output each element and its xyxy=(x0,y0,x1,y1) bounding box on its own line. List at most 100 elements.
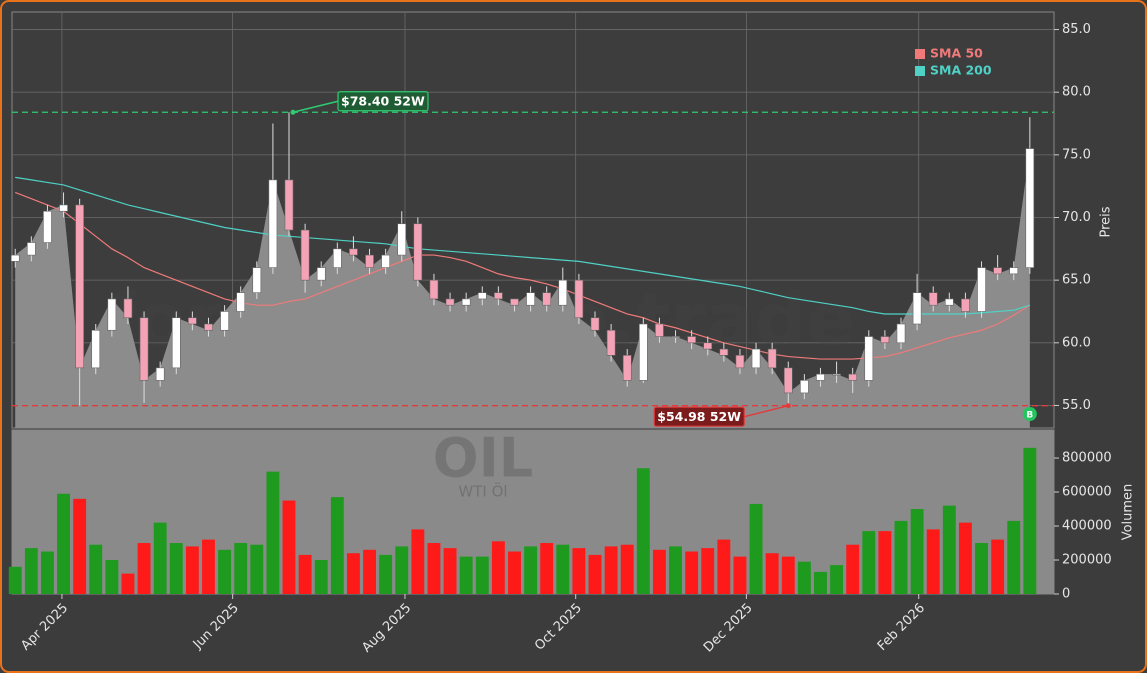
volume-bar xyxy=(765,553,779,594)
candle-body xyxy=(123,298,133,319)
volume-bar xyxy=(234,543,248,594)
volume-bar xyxy=(137,543,151,594)
volume-bar xyxy=(8,566,22,594)
sma-line xyxy=(15,176,1031,315)
candle-body xyxy=(268,179,278,268)
candle-body xyxy=(10,254,20,262)
candle-body xyxy=(961,298,970,312)
annotation-label: $78.40 52W xyxy=(341,94,425,109)
candle-body xyxy=(896,323,906,344)
candle-body xyxy=(252,267,262,293)
volume-bar xyxy=(636,468,650,594)
candle-body xyxy=(413,223,423,281)
volume-bar xyxy=(330,497,344,594)
volume-bar xyxy=(846,544,860,594)
annotation: $54.98 52W xyxy=(653,403,791,427)
signal-marker xyxy=(1022,407,1037,421)
volume-bar xyxy=(717,539,731,594)
candle-body xyxy=(461,298,471,306)
candle-body xyxy=(139,317,149,381)
volume-bar xyxy=(508,551,521,594)
volume-bar xyxy=(814,571,827,594)
y-tick-label: 75.0 xyxy=(1062,147,1091,162)
volume-bar xyxy=(669,546,682,594)
y-tick-label: 200000 xyxy=(1062,553,1112,568)
volume-bar xyxy=(218,549,232,594)
y-tick-label: 85.0 xyxy=(1062,22,1091,37)
candle-body xyxy=(477,292,487,300)
volume-bar xyxy=(282,500,296,594)
volume-bar xyxy=(524,546,538,594)
volume-bar xyxy=(73,498,87,594)
volume-bar xyxy=(942,505,956,594)
candle-body xyxy=(59,204,68,212)
volume-bar xyxy=(894,520,908,594)
volume-bar xyxy=(1007,520,1021,594)
volume-bar xyxy=(975,543,988,594)
volume-bar xyxy=(169,543,183,594)
volume-bar xyxy=(121,573,135,594)
candle-body xyxy=(638,323,648,381)
volume-bar xyxy=(588,554,602,594)
candle-body xyxy=(687,336,696,344)
candle-body xyxy=(43,210,52,243)
volume-bar xyxy=(105,560,119,594)
candle-body xyxy=(928,292,938,306)
candle-body xyxy=(171,317,181,369)
volume-bar xyxy=(620,544,634,594)
candle-body xyxy=(767,348,777,369)
volume-bar xyxy=(298,554,312,594)
volume-bar xyxy=(926,529,940,594)
volume-bar xyxy=(701,548,715,594)
y-tick-label: 400000 xyxy=(1062,519,1112,534)
candle-body xyxy=(832,373,841,376)
candle-body xyxy=(365,254,374,268)
candle-body xyxy=(800,380,809,394)
volume-bar xyxy=(991,539,1005,594)
watermark-symbol: OIL xyxy=(433,427,533,490)
volume-bar xyxy=(202,539,215,594)
volume-bar xyxy=(910,509,924,594)
volume-bar xyxy=(185,546,199,594)
volume-bar xyxy=(427,543,441,594)
candle-body xyxy=(349,248,358,256)
legend-label: SMA 50 xyxy=(930,46,983,61)
candle-body xyxy=(558,279,568,306)
watermark-name: WTI Öl xyxy=(458,482,507,501)
y-tick-label: 55.0 xyxy=(1062,398,1091,413)
sma-line xyxy=(15,191,1031,360)
y-tick-label: 0 xyxy=(1062,587,1070,602)
candle-body xyxy=(622,355,632,381)
candle-body xyxy=(880,336,890,344)
candle-body xyxy=(606,329,616,356)
volume-bar xyxy=(379,554,393,594)
candle-body xyxy=(381,254,390,268)
legend-label: SMA 200 xyxy=(930,63,992,78)
signal-label: B xyxy=(1026,411,1033,421)
annotation-arrow xyxy=(744,404,789,418)
candle-body xyxy=(783,367,793,394)
candle-body xyxy=(590,317,600,331)
volume-bar xyxy=(24,548,38,594)
volume-bar xyxy=(491,541,505,594)
candle-body xyxy=(397,223,407,256)
legend-swatch xyxy=(915,49,925,59)
volume-bar xyxy=(363,549,376,594)
candle-body xyxy=(977,267,986,312)
candle-body xyxy=(1009,267,1019,275)
candle-body xyxy=(220,311,229,331)
candle-body xyxy=(26,242,36,256)
candle-body xyxy=(91,329,101,369)
candle-body xyxy=(494,292,503,300)
candle-body xyxy=(510,298,519,306)
volume-bar xyxy=(153,522,167,594)
volume-bar xyxy=(781,556,795,594)
candle-body xyxy=(526,292,535,306)
volume-bar xyxy=(540,543,554,594)
candle-body xyxy=(848,373,858,381)
candle-body xyxy=(655,323,664,337)
candle-body xyxy=(316,267,326,281)
volume-bar xyxy=(604,546,618,594)
candle-body xyxy=(993,267,1002,275)
